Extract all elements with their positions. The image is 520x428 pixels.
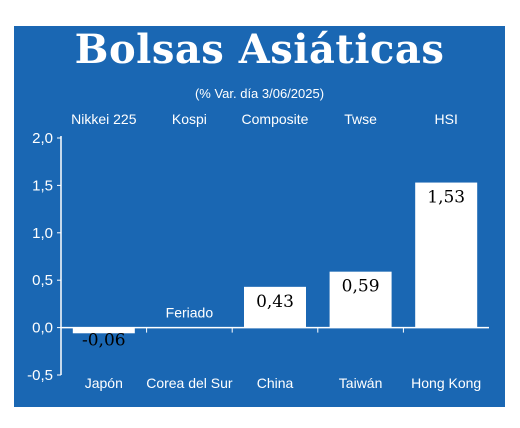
bar-value-label: 1,53: [427, 188, 465, 208]
category-label: Japón: [85, 375, 123, 391]
y-tick-label: 1,5: [32, 177, 53, 194]
index-name-label: Nikkei 225: [71, 111, 137, 127]
y-tick-label: 0,0: [32, 320, 53, 337]
y-tick-label: -0,5: [27, 367, 53, 384]
bar-note-label: Feriado: [166, 305, 214, 321]
index-name-label: Twse: [344, 111, 377, 127]
bar: [415, 182, 478, 328]
category-label: Taiwán: [339, 375, 383, 391]
y-tick-label: 0,5: [32, 272, 53, 289]
index-name-label: Kospi: [172, 111, 207, 127]
chart-panel: Bolsas Asiáticas (% Var. día 3/06/2025) …: [14, 26, 505, 407]
bar-value-label: 0,59: [342, 277, 380, 297]
bar: [72, 327, 135, 334]
category-label: Hong Kong: [411, 375, 481, 391]
chart-subtitle: (% Var. día 3/06/2025): [194, 86, 325, 101]
chart-title: Bolsas Asiáticas: [74, 26, 445, 73]
bar-value-label: 0,43: [256, 292, 294, 312]
y-tick-label: 2,0: [32, 130, 53, 147]
index-name-label: HSI: [435, 111, 458, 127]
y-tick-label: 1,0: [32, 225, 53, 242]
category-label: China: [257, 375, 294, 391]
bar-value-label: -0,06: [82, 330, 126, 350]
bar: [329, 271, 392, 328]
bar-chart: 2,0 1,5 1,0 0,5 0,0 -0,5 Nikkei 225 Japón -0,06 K…: [27, 111, 489, 391]
index-name-label: Composite: [242, 111, 309, 127]
category-label: Corea del Sur: [146, 375, 233, 391]
bar: [244, 286, 306, 328]
